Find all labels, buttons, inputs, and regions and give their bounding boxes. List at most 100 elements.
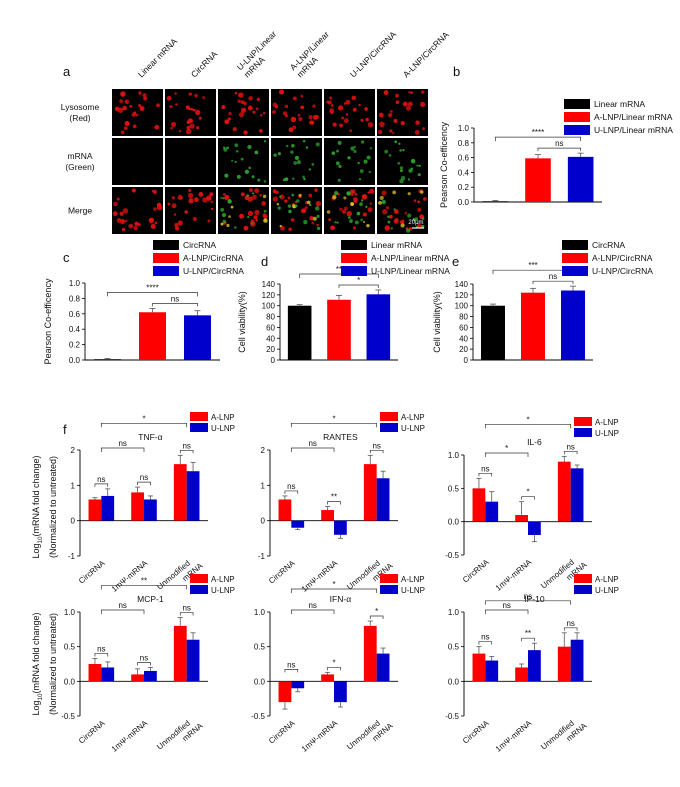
y-axis-label-line: Pearson Co-efficency	[439, 122, 449, 208]
green-cell	[284, 177, 289, 181]
y-tick-label: 0.0	[64, 677, 76, 686]
micrograph-tile	[271, 187, 322, 234]
red-cell	[112, 211, 118, 217]
bar	[561, 290, 585, 360]
y-axis-label-line: Log10(mRNA fold change)	[31, 612, 44, 715]
red-cell	[250, 219, 255, 224]
green-cell	[400, 175, 406, 181]
red-cell	[154, 124, 160, 130]
bar	[334, 681, 347, 703]
significance-bracket	[152, 303, 198, 307]
red-cell	[360, 118, 364, 122]
green-cell	[366, 223, 370, 228]
significance-bracket	[369, 449, 384, 454]
red-cell	[135, 113, 139, 117]
x-tick-label: 1mΨ-mRNA	[494, 718, 534, 754]
y-tick-label: 60	[266, 323, 275, 332]
y-tick-label: 140	[455, 280, 469, 289]
y-tick-label: 0.6	[69, 310, 81, 319]
green-cell	[251, 222, 254, 225]
column-header-line: A-LNP/CircRNA	[401, 29, 451, 79]
red-cell	[278, 89, 285, 95]
green-cell	[390, 227, 394, 230]
red-cell	[353, 226, 356, 230]
bar	[131, 492, 144, 521]
bar	[376, 478, 390, 521]
red-cell	[113, 201, 118, 207]
significance-label: ns	[118, 601, 126, 610]
bar	[485, 660, 499, 682]
green-cell	[394, 140, 398, 144]
legend-label: CircRNA	[592, 240, 625, 250]
green-cell	[353, 145, 356, 148]
green-cell	[400, 169, 403, 173]
red-cell	[151, 190, 155, 193]
green-cell	[263, 209, 267, 213]
red-cell	[254, 188, 260, 194]
green-cell	[421, 217, 425, 220]
green-cell	[407, 213, 412, 218]
green-cell	[287, 204, 292, 208]
legend-label: U-LNP	[401, 424, 425, 433]
red-cell	[240, 107, 247, 113]
green-cell	[223, 147, 228, 152]
red-cell	[120, 91, 126, 97]
legend-swatch	[380, 574, 398, 583]
chart-title: RANTES	[323, 432, 358, 442]
green-cell	[387, 220, 391, 224]
green-cell	[235, 149, 239, 153]
legend-swatch	[380, 412, 398, 421]
y-tick-label: -0.5	[61, 712, 75, 721]
red-cell	[247, 210, 254, 217]
red-cell	[255, 107, 259, 111]
red-cell	[394, 218, 399, 222]
y-axis-label-line: Log10(mRNA fold change)	[31, 455, 44, 558]
significance-bracket	[484, 600, 572, 605]
red-cell	[297, 113, 301, 117]
red-cell	[195, 109, 201, 116]
red-cell	[402, 101, 408, 107]
red-cell	[308, 193, 312, 198]
y-axis-label-line: Cell viability(%)	[432, 291, 442, 353]
red-cell	[178, 130, 182, 133]
micrograph-tile	[218, 138, 269, 185]
red-cell	[358, 103, 361, 107]
row-label: Lysosome	[61, 102, 100, 112]
green-cell	[221, 212, 227, 218]
red-cell	[252, 110, 256, 114]
bar	[88, 664, 102, 682]
x-tick-label-line: CircRNA	[267, 718, 297, 745]
green-cell	[288, 209, 292, 214]
red-cell	[413, 199, 417, 203]
red-cell	[243, 101, 247, 106]
green-cell	[226, 223, 230, 228]
red-cell	[309, 215, 314, 221]
legend-swatch	[190, 585, 208, 594]
green-cell	[273, 153, 277, 157]
green-cell	[293, 161, 298, 165]
red-cell	[345, 99, 351, 105]
green-cell	[414, 217, 419, 221]
green-cell	[252, 192, 255, 195]
red-cell	[314, 188, 318, 192]
red-cell	[210, 207, 214, 211]
red-cell	[167, 202, 171, 206]
red-cell	[390, 110, 393, 113]
red-cell	[186, 125, 191, 130]
green-cell	[408, 168, 413, 173]
bar	[186, 639, 200, 682]
micrograph-tile	[165, 138, 216, 185]
significance-label: **	[331, 493, 337, 502]
green-cell	[378, 200, 382, 205]
green-cell	[350, 146, 355, 151]
y-tick-label: -0.5	[251, 712, 265, 721]
red-cell	[238, 92, 244, 98]
y-tick-label: 40	[266, 334, 275, 343]
green-cell	[419, 190, 424, 194]
y-tick-label: 20	[266, 345, 275, 354]
green-cell	[222, 219, 227, 224]
red-cell	[379, 121, 385, 128]
red-cell	[124, 99, 130, 105]
